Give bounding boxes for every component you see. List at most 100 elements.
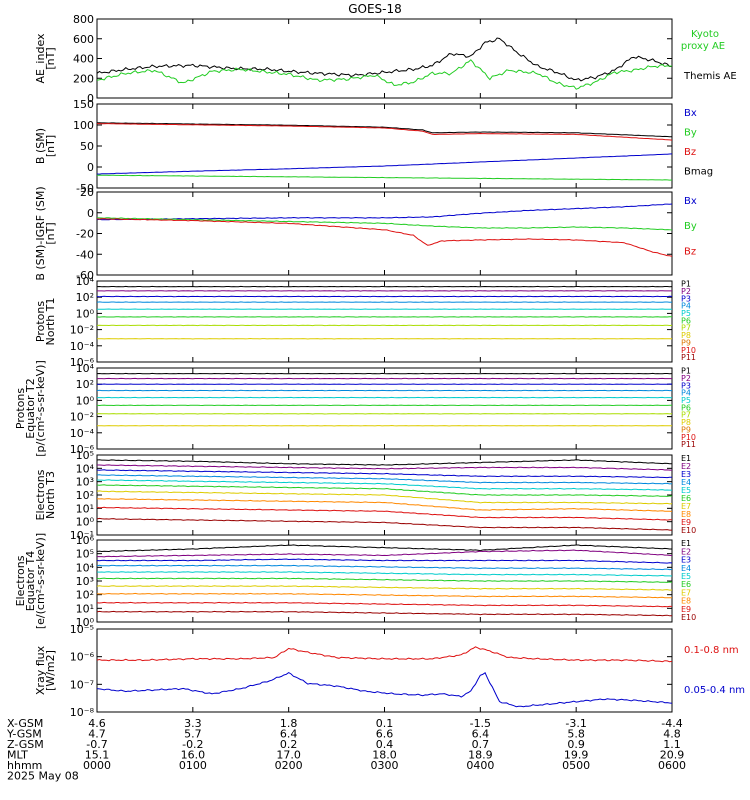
panel-frame (96, 103, 673, 189)
y-tick-label: 10⁰ (76, 394, 95, 407)
y-tick-label: 10⁶ (76, 534, 95, 547)
legend-p2: P2 (681, 374, 691, 383)
series-line-e6 (96, 484, 672, 497)
legend-p3: P3 (681, 294, 691, 303)
legend-p7: P7 (681, 324, 691, 333)
y-axis-label: Xray flux (34, 645, 47, 695)
footer-value: 0100 (179, 759, 207, 772)
y-tick-label: -50 (76, 182, 94, 195)
panel-frame (96, 628, 673, 713)
series-line-e6 (96, 577, 673, 583)
series-line-kyoto-proxy-ae (96, 59, 673, 90)
y-tick-label: 10³ (76, 575, 94, 588)
legend-kyoto: Kyoto (691, 29, 719, 40)
panel-frame (96, 367, 673, 450)
legend-p9: P9 (681, 425, 691, 434)
legend-bx: Bx (684, 108, 697, 119)
series-line-e4 (96, 564, 673, 571)
y-tick-label: 100 (73, 119, 94, 132)
series-line-bmag (96, 122, 672, 138)
y-axis-label: AE_index (34, 33, 47, 84)
legend-proxy-ae: proxy AE (681, 41, 725, 52)
footer-value: 1.8 (280, 717, 298, 730)
footer-table: X-GSM 4.6 3.3 1.8 0.1 -1.5 -3.1 -4.4 Y-GSM 4.7 5.7… (6, 717, 686, 783)
series-line-e7 (96, 585, 673, 591)
series-line-e1 (96, 544, 672, 553)
footer-row-label: Z-GSM (7, 738, 44, 751)
y-tick-label: 10⁴ (76, 275, 95, 288)
y-axis-label: [nT] (44, 47, 57, 69)
footer-row-label: X-GSM (7, 717, 43, 730)
y-tick-label: 10² (76, 489, 94, 502)
y-tick-label: 10⁰ (76, 516, 95, 529)
series-line-e9 (96, 506, 672, 521)
y-tick-label: -60 (76, 269, 94, 282)
legend-by: By (684, 128, 697, 139)
footer-value: 5.8 (567, 728, 585, 741)
series-line-e1 (96, 459, 672, 466)
footer-value: 1.1 (663, 738, 681, 751)
series-line-bx (96, 203, 673, 221)
series-line-bz (96, 218, 673, 257)
legend-e4: E4 (681, 478, 691, 487)
y-tick-label: -40 (76, 248, 94, 261)
legend-p11: P11 (681, 440, 696, 449)
y-tick-label: 0 (87, 207, 94, 220)
y-tick-label: 10⁵ (76, 449, 94, 462)
series-line-e7 (96, 490, 673, 505)
y-tick-label: 10⁵ (76, 548, 94, 561)
y-tick-label: 10⁻⁶ (70, 651, 95, 664)
y-axis-label: Equator T4 (24, 551, 37, 611)
legend-p8: P8 (681, 331, 691, 340)
y-tick-label: 10⁻⁴ (70, 340, 95, 353)
y-tick-label: 10⁻¹ (70, 529, 94, 542)
y-tick-label: 10⁻⁸ (70, 706, 95, 719)
y-tick-label: 10² (76, 378, 94, 391)
legend-p6: P6 (681, 316, 691, 325)
y-axis-label: B (SM)-IGRF (SM) (34, 186, 47, 280)
y-tick-label: 10⁻⁴ (70, 427, 95, 440)
y-tick-label: 10⁻² (70, 324, 94, 337)
y-tick-label: 600 (73, 33, 94, 46)
legend-bz: Bz (684, 147, 696, 158)
footer-value: 0600 (658, 759, 686, 772)
series-line-e3 (96, 558, 673, 564)
y-tick-label: 150 (73, 98, 94, 111)
footer-value: 16.0 (181, 749, 206, 762)
legend-e7: E7 (681, 502, 691, 511)
y-tick-label: 10² (76, 589, 94, 602)
y-axis-label: Protons (34, 301, 47, 342)
legend-0-1-0-8-nm: 0.1-0.8 nm (684, 645, 739, 656)
legend-p5: P5 (681, 396, 691, 405)
footer-row-label: MLT (7, 749, 28, 762)
legend-p4: P4 (681, 389, 691, 398)
y-tick-label: 50 (80, 140, 94, 153)
y-tick-label: 10⁻⁷ (70, 678, 94, 691)
footer-value: 4.8 (663, 728, 681, 741)
legend-p11: P11 (681, 353, 696, 362)
footer-value: 17.0 (276, 749, 301, 762)
footer-value: 15.1 (85, 749, 110, 762)
y-tick-label: 200 (73, 72, 94, 85)
series-line-0-1-0-8-nm (96, 646, 673, 663)
footer-value: 18.9 (468, 749, 493, 762)
footer-value: 0000 (83, 759, 111, 772)
footer-value: 0200 (275, 759, 303, 772)
legend-by: By (684, 221, 697, 232)
y-tick-label: 10⁰ (76, 616, 95, 629)
series-line-e2 (97, 464, 672, 471)
legend-e7: E7 (681, 588, 691, 597)
footer-date: 2025 May 08 (7, 770, 79, 783)
legend-p3: P3 (681, 381, 691, 390)
y-tick-label: 800 (73, 13, 94, 26)
series-line-e4 (96, 474, 673, 485)
y-tick-label: 10⁴ (76, 362, 95, 375)
series-line-by (96, 217, 673, 231)
series-line-0-05-0-4-nm (96, 672, 673, 708)
panel-frame (96, 18, 673, 99)
series-line-e5 (96, 571, 673, 577)
y-axis-label: [nT] (44, 222, 57, 244)
